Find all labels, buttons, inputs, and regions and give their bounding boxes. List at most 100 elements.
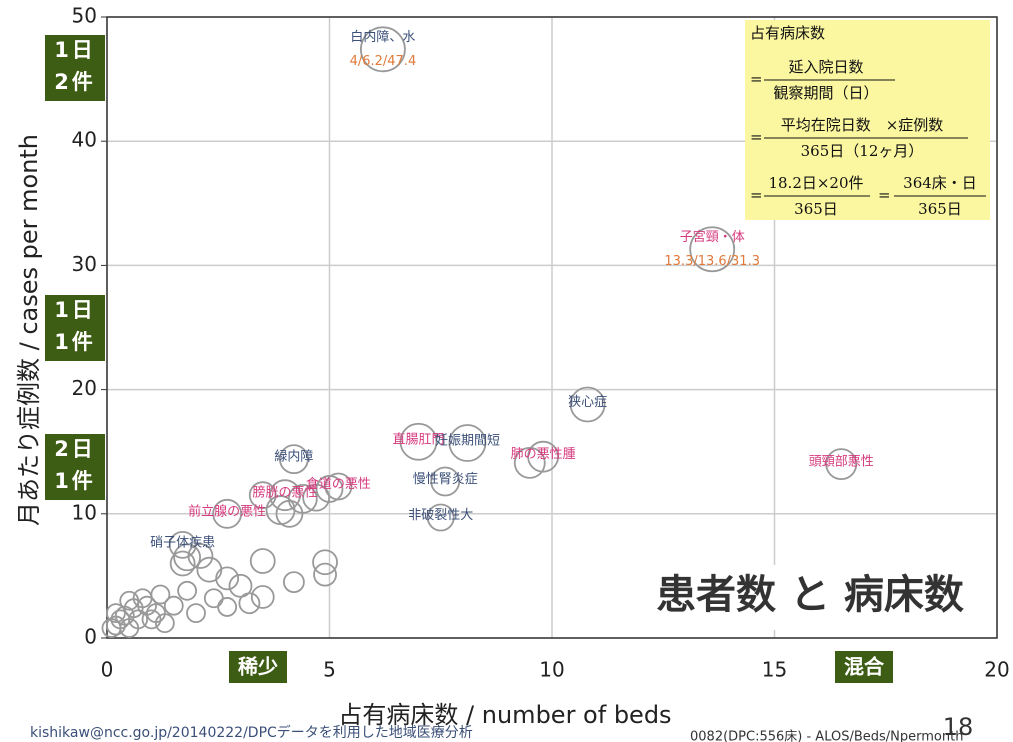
y-badge-text: 1件 (54, 330, 96, 354)
point (527, 440, 559, 473)
point (302, 483, 331, 512)
point (215, 566, 240, 591)
formula-title: 占有病床数 (750, 24, 825, 42)
y-badge (45, 295, 105, 361)
points: 白内障、水 4/6.2/47.4 子宮頸・体 13.3/13.6/31.3 狭心症頭頸部… (101, 26, 874, 638)
y-tick-label: 50 (72, 4, 97, 28)
title-bg (636, 565, 991, 630)
x-tick-label: 10 (539, 658, 564, 682)
point (114, 605, 135, 626)
point (399, 422, 438, 461)
y-badge-text: 1日 (54, 38, 96, 62)
point (275, 499, 304, 528)
formula-eq: = (750, 186, 763, 204)
point-label: 慢性腎炎症 (413, 471, 478, 487)
point (169, 550, 196, 577)
point (359, 26, 406, 73)
point-label: 食道の悪性 (306, 476, 371, 492)
page-number: 18 (943, 713, 974, 741)
formula-eq: = (878, 186, 891, 204)
point (101, 618, 122, 638)
x-tick-label: 15 (762, 658, 787, 682)
point (173, 543, 202, 572)
point-label: 直腸肛門 (392, 432, 444, 447)
point (282, 571, 305, 594)
footer-left: kishikaw@ncc.go.jp/20140222/DPCデータを利用した地… (30, 724, 473, 741)
y-tick-label: 40 (72, 128, 97, 152)
point-sublabel: 13.3/13.6/31.3 (664, 254, 760, 269)
point (448, 424, 487, 462)
formula-den: 365日 (794, 200, 838, 218)
point (569, 386, 606, 423)
formula-num: 364床・日 (903, 174, 977, 192)
x-badge-text: 稀少 (238, 655, 278, 679)
point (163, 595, 184, 616)
point-label: 子宮頸・体 (680, 229, 745, 245)
point (154, 613, 175, 633)
x-badge (229, 651, 287, 683)
point (430, 466, 461, 497)
y-badge (45, 35, 105, 101)
point-label: 膀胱の悪性 (252, 485, 317, 501)
formula-den: 365日 (918, 200, 962, 218)
point-label: 白内障、水 (350, 29, 415, 45)
formula-box: 占有病床数 = 延入院日数 観察期間（日） = 平均在院日数 ×症例数 365日… (745, 20, 990, 220)
formula-den: 365日（12ヶ月） (801, 142, 924, 160)
footer-right: 0082(DPC:556床) - ALOS/Beds/Npermonth (690, 730, 963, 742)
point-sublabel: 4/6.2/47.4 (350, 54, 417, 69)
y-badge-text: 1件 (54, 469, 96, 493)
y-tick-label: 10 (72, 500, 97, 524)
point (186, 603, 206, 624)
point-label: 前立腺の悪性 (188, 503, 266, 519)
point (249, 548, 276, 574)
point (248, 481, 277, 510)
formula-num: 延入院日数 (788, 58, 863, 76)
point (187, 543, 214, 569)
y-badge-text: 2日 (54, 437, 96, 461)
x-badge (835, 651, 893, 683)
formula-den: 観察期間（日） (773, 84, 878, 102)
y-axis-label: 月あたり症例数 / cases per month (15, 134, 43, 526)
y-badge (45, 434, 105, 500)
x-axis-label: 占有病床数 / number of beds (338, 701, 671, 729)
chart-title: 患者数 と 病床数 (656, 572, 964, 618)
point (250, 585, 275, 609)
point (513, 446, 546, 479)
point (312, 549, 338, 576)
point (132, 588, 153, 609)
point-label: 狭心症 (568, 395, 607, 410)
y-tick-label: 0 (84, 625, 97, 649)
point (313, 562, 337, 587)
y-tick-label: 20 (72, 376, 97, 400)
point (315, 475, 344, 503)
point-label: 硝子体疾患 (150, 535, 215, 550)
point (141, 609, 162, 630)
x-tick-label: 20 (984, 658, 1009, 682)
point-label: 頭頸部悪性 (809, 455, 874, 470)
point (238, 592, 261, 615)
point-label: 非破裂性大 (408, 508, 473, 523)
point (177, 580, 198, 601)
point (203, 588, 224, 609)
point (269, 479, 301, 512)
x-tick-label: 5 (323, 658, 336, 682)
point (689, 226, 736, 273)
x-badge-text: 混合 (844, 655, 885, 679)
formula-eq: = (750, 128, 763, 146)
point-label: 緑内障 (274, 449, 313, 465)
point (106, 603, 126, 624)
formula-num: 18.2日×20件 (768, 174, 863, 192)
point (228, 573, 253, 598)
point-label: 妊娠期間短 (435, 434, 500, 449)
point (278, 444, 309, 475)
point (212, 498, 243, 529)
formula-eq: = (750, 70, 763, 88)
y-badge-text: 2件 (54, 70, 96, 94)
point (426, 503, 455, 532)
y-tick-label: 30 (72, 252, 97, 276)
y-badge-text: 1日 (54, 298, 96, 322)
formula-num: 平均在院日数 ×症例数 (781, 116, 944, 134)
formula-bg (745, 20, 990, 220)
x-tick-label: 0 (101, 658, 114, 682)
